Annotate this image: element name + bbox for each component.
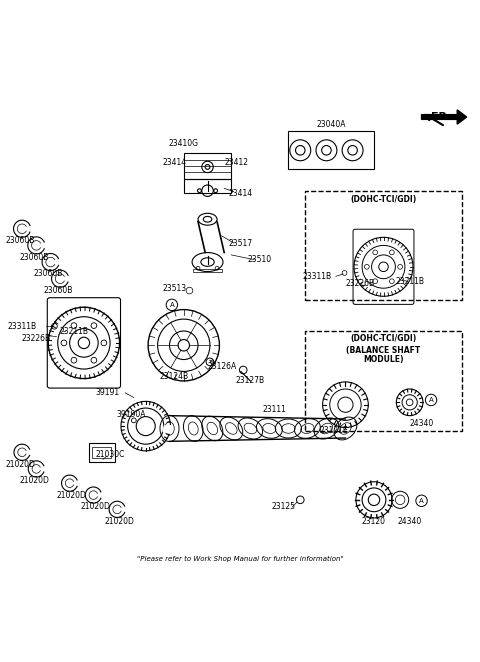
Text: 23211B: 23211B xyxy=(395,277,424,285)
Text: 23124B: 23124B xyxy=(160,371,189,381)
Text: A: A xyxy=(169,302,174,308)
Text: MODULE): MODULE) xyxy=(363,355,404,364)
Bar xyxy=(93,447,110,458)
Text: 23412: 23412 xyxy=(224,158,248,167)
Text: 24340: 24340 xyxy=(397,517,422,526)
Text: 23311B: 23311B xyxy=(302,272,332,281)
Text: 23513: 23513 xyxy=(162,284,186,293)
Text: 21020D: 21020D xyxy=(57,491,86,500)
Text: 39190A: 39190A xyxy=(117,410,146,419)
Text: 23060B: 23060B xyxy=(5,236,35,245)
Text: 21020D: 21020D xyxy=(80,502,110,512)
Text: (DOHC-TCI/GDI): (DOHC-TCI/GDI) xyxy=(350,195,417,204)
Text: 23211B: 23211B xyxy=(60,326,89,336)
Text: 23125: 23125 xyxy=(272,502,296,512)
Text: 23126A: 23126A xyxy=(207,362,237,371)
Text: 23060B: 23060B xyxy=(34,269,63,279)
Text: 23414: 23414 xyxy=(229,189,253,197)
Text: 21020D: 21020D xyxy=(104,517,134,526)
Text: 21020D: 21020D xyxy=(20,476,49,485)
Text: 21030C: 21030C xyxy=(96,450,125,459)
Bar xyxy=(184,179,231,193)
Text: 23060B: 23060B xyxy=(19,253,48,261)
Text: FR.: FR. xyxy=(431,113,452,122)
Text: 23226B: 23226B xyxy=(345,279,374,288)
Text: 23226B: 23226B xyxy=(22,334,51,343)
Text: A: A xyxy=(419,498,424,504)
Text: 23127B: 23127B xyxy=(236,377,265,385)
Text: 23517: 23517 xyxy=(229,238,253,248)
Bar xyxy=(89,443,115,462)
Text: (DOHC-TCI/GDI): (DOHC-TCI/GDI) xyxy=(350,334,417,343)
Bar xyxy=(184,153,231,179)
Bar xyxy=(193,269,222,271)
Text: 23414: 23414 xyxy=(162,158,186,167)
Text: 39191: 39191 xyxy=(96,389,120,397)
Bar xyxy=(288,131,374,169)
Text: 23060B: 23060B xyxy=(43,286,72,295)
Text: A: A xyxy=(429,397,433,403)
Polygon shape xyxy=(421,110,467,124)
Text: 23120: 23120 xyxy=(362,517,386,526)
Text: 23111: 23111 xyxy=(262,405,286,414)
Text: 23410G: 23410G xyxy=(169,138,199,148)
Text: (BALANCE SHAFT: (BALANCE SHAFT xyxy=(347,346,420,355)
Text: "Please refer to Work Shop Manual for further information": "Please refer to Work Shop Manual for fu… xyxy=(137,555,344,561)
Text: 23121E: 23121E xyxy=(319,426,348,436)
Text: 24340: 24340 xyxy=(409,419,433,428)
Text: 21020D: 21020D xyxy=(5,459,35,469)
Text: 23040A: 23040A xyxy=(316,120,346,128)
Text: 23311B: 23311B xyxy=(8,322,36,331)
Text: 23510: 23510 xyxy=(248,255,272,264)
